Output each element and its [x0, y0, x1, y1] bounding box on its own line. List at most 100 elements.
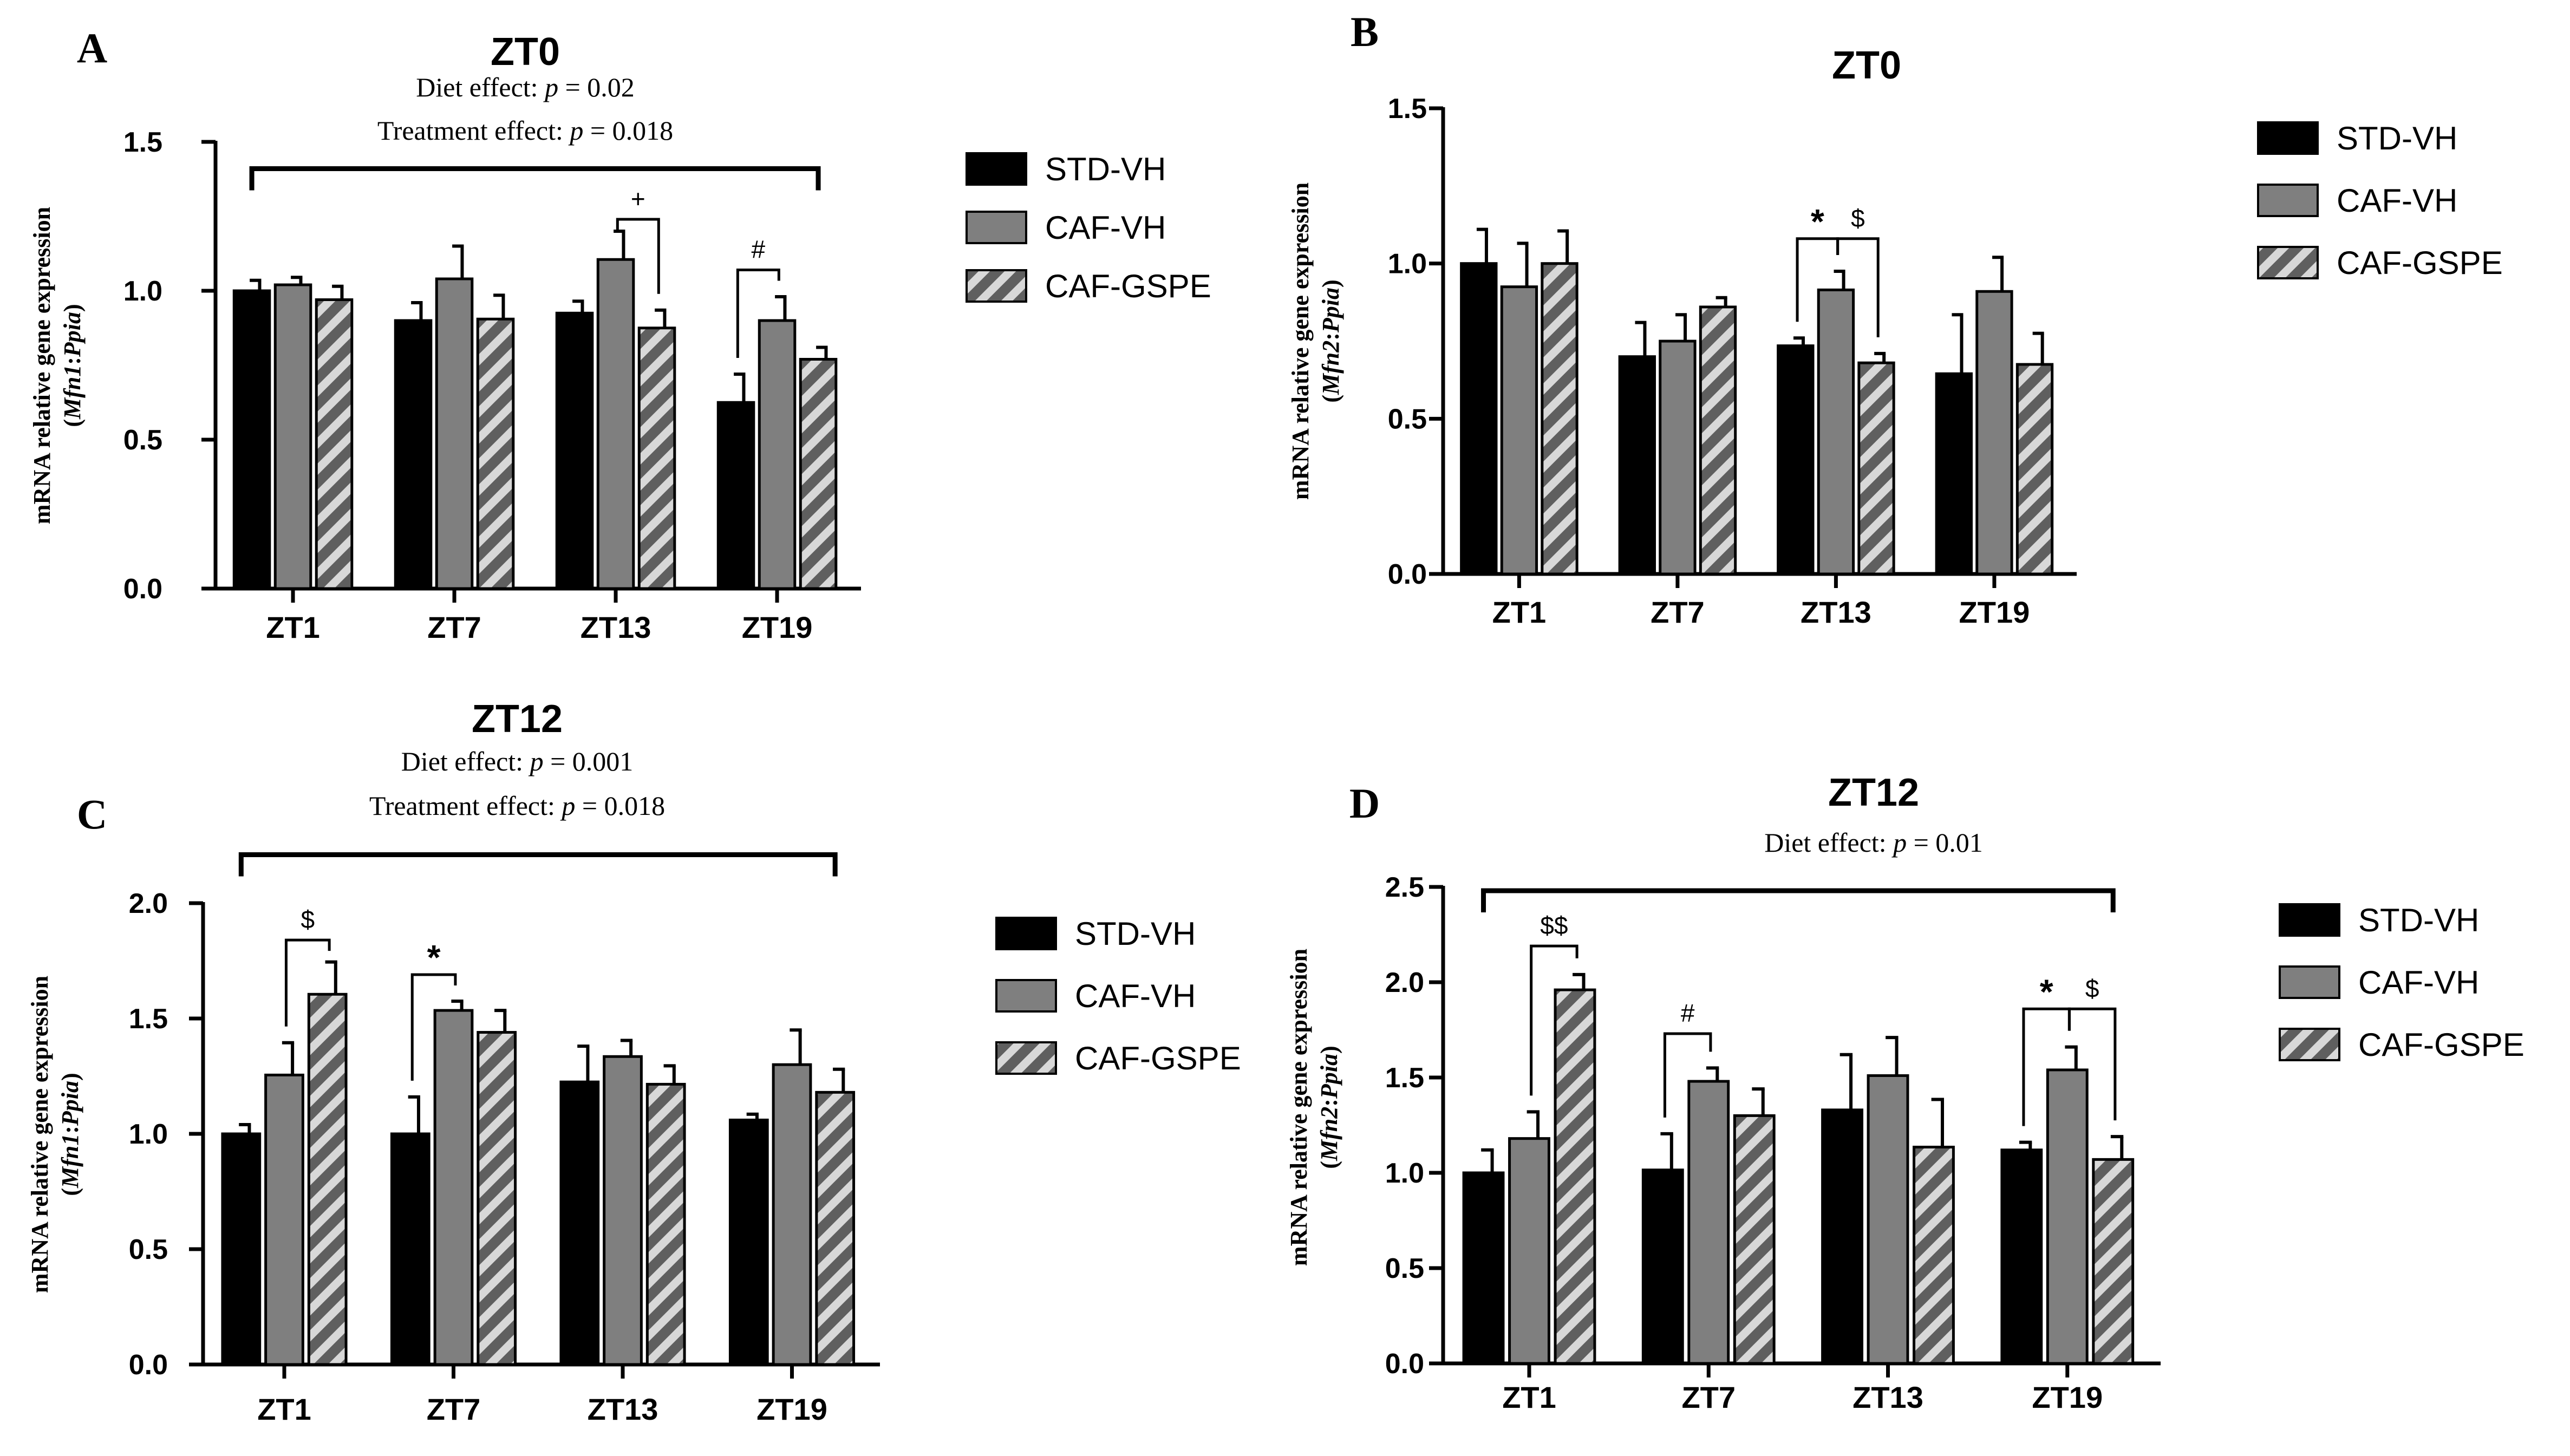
bar-caf-vh — [1867, 1074, 1909, 1365]
bar-std-vh — [1777, 344, 1815, 576]
y-axis-label: mRNA relative gene expression (Mfn2:Ppia) — [1287, 182, 1344, 500]
significance-bracket — [736, 269, 780, 358]
x-tick-label: ZT13 — [580, 610, 651, 644]
significance-bracket — [616, 218, 660, 294]
significance-label: + — [631, 185, 645, 213]
panel-d: D ZT12 Diet effect: p = 0.01 mRNA relative … — [1286, 771, 2525, 1414]
x-tick-label: ZT19 — [756, 1392, 827, 1426]
stat-subtitle: Diet effect: p = 0.01 — [1764, 827, 1983, 858]
x-tick-label: ZT1 — [266, 610, 320, 644]
y-tick-label: 1.0 — [1388, 249, 1427, 280]
bar-caf-vh — [273, 283, 312, 590]
legend: STD-VH CAF-VH CAF-GSPE — [966, 151, 1211, 304]
bar-caf-gspe — [1699, 305, 1737, 576]
bar-caf-vh — [1817, 288, 1855, 576]
bar-caf-gspe — [799, 358, 838, 590]
y-tick-label: 0.5 — [129, 1234, 168, 1265]
bar-caf-gspe — [476, 317, 515, 590]
legend-swatch — [995, 979, 1057, 1013]
y-tick-label: 0.0 — [129, 1349, 168, 1381]
legend-swatch — [2257, 246, 2319, 279]
bar-caf-gspe — [477, 1031, 517, 1366]
panel-letter: C — [77, 791, 107, 838]
significance-bracket — [410, 973, 457, 1081]
y-tick-label: 1.5 — [123, 127, 162, 158]
bar-caf-gspe — [2092, 1158, 2135, 1365]
bar-caf-gspe — [315, 298, 354, 590]
panel-letter: A — [77, 24, 107, 71]
significance-label: # — [1681, 999, 1695, 1027]
significance-label: * — [2040, 972, 2053, 1011]
x-tick-label: ZT7 — [1681, 1380, 1736, 1414]
y-tick-label: 2.5 — [1385, 872, 1424, 903]
y-tick-label: 1.5 — [1385, 1062, 1424, 1094]
bar-std-vh — [1935, 372, 1973, 576]
y-tick-label: 0.5 — [123, 425, 162, 456]
legend-label: CAF-VH — [1075, 978, 1196, 1014]
overall-effect-bracket — [238, 852, 838, 877]
stat-subtitle: Treatment effect: p = 0.018 — [377, 115, 673, 146]
significance-bracket — [1530, 944, 1578, 1096]
legend: STD-VH CAF-VH CAF-GSPE — [2279, 902, 2525, 1063]
bar-std-vh — [1821, 1108, 1863, 1365]
y-tick-label: 0.0 — [1388, 559, 1427, 590]
legend-label: CAF-GSPE — [1075, 1040, 1241, 1076]
bar-caf-vh — [2046, 1068, 2089, 1365]
legend-label: STD-VH — [1045, 151, 1166, 187]
significance-bracket — [1663, 1032, 1712, 1118]
bar-caf-vh — [1659, 339, 1697, 576]
y-axis-label: mRNA relative gene expression (Mfn1:Ppia) — [29, 207, 86, 524]
bar-std-vh — [559, 1080, 600, 1366]
y-tick-label: 0.0 — [1385, 1348, 1424, 1380]
y-axis-label: mRNA relative gene expression (Mfn1:Ppia) — [27, 976, 83, 1293]
legend-swatch — [966, 152, 1027, 186]
x-tick-label: ZT1 — [1492, 595, 1547, 629]
panel-letter: B — [1351, 8, 1379, 55]
bar-std-vh — [728, 1118, 769, 1366]
bar-caf-gspe — [1857, 361, 1895, 576]
significance-bracket — [2067, 1007, 2117, 1121]
panel-b: B ZT0 mRNA relative gene expression (Mfn2:P… — [1287, 8, 2503, 629]
overall-effect-bracket — [1481, 888, 2116, 913]
overall-effect-bracket — [249, 166, 821, 191]
legend-swatch — [966, 269, 1027, 303]
legend-swatch — [2257, 121, 2319, 155]
bar-std-vh — [716, 401, 755, 590]
x-tick-label: ZT19 — [742, 610, 813, 644]
x-tick-label: ZT13 — [588, 1392, 658, 1426]
legend-label: CAF-VH — [2337, 182, 2457, 219]
panel-letter: D — [1349, 780, 1380, 827]
bar-std-vh — [2000, 1148, 2043, 1365]
legend-swatch — [2257, 184, 2319, 217]
legend-swatch — [2279, 903, 2340, 937]
chart-title: ZT0 — [491, 30, 560, 74]
y-tick-label: 1.0 — [129, 1119, 168, 1150]
chart-title: ZT0 — [1832, 44, 1901, 87]
significance-label: $ — [2085, 974, 2099, 1002]
bar-caf-vh — [1508, 1137, 1550, 1365]
x-tick-label: ZT7 — [427, 610, 481, 644]
x-tick-label: ZT7 — [1651, 595, 1705, 629]
bar-caf-vh — [435, 277, 474, 590]
bar-caf-gspe — [645, 1082, 686, 1366]
bar-caf-gspe — [307, 993, 348, 1366]
y-tick-label: 1.5 — [129, 1003, 168, 1035]
bar-caf-vh — [603, 1055, 643, 1366]
bar-caf-vh — [1975, 290, 2013, 576]
bar-std-vh — [1460, 262, 1498, 576]
stat-subtitle: Treatment effect: p = 0.018 — [369, 791, 665, 821]
bar-caf-vh — [433, 1009, 474, 1366]
x-tick-label: ZT7 — [427, 1392, 481, 1426]
x-tick-label: ZT13 — [1801, 595, 1871, 629]
legend: STD-VH CAF-VH CAF-GSPE — [995, 916, 1241, 1076]
bar-caf-gspe — [1541, 262, 1578, 576]
legend-swatch — [995, 917, 1057, 950]
bar-std-vh — [1641, 1168, 1684, 1365]
bar-std-vh — [1462, 1171, 1505, 1365]
bar-caf-vh — [772, 1063, 812, 1366]
bar-std-vh — [390, 1132, 430, 1366]
bar-std-vh — [232, 289, 271, 590]
legend-swatch — [2279, 1028, 2340, 1061]
legend-label: CAF-VH — [2358, 964, 2479, 1001]
